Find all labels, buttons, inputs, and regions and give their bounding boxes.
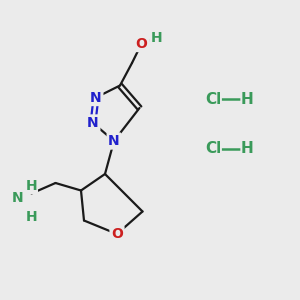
Text: H: H bbox=[26, 179, 37, 194]
Text: H: H bbox=[151, 31, 162, 44]
Text: N: N bbox=[87, 116, 99, 130]
Text: O: O bbox=[136, 37, 148, 50]
Text: Cl: Cl bbox=[205, 92, 221, 106]
Text: O: O bbox=[111, 227, 123, 241]
Text: Cl: Cl bbox=[205, 141, 221, 156]
Text: H: H bbox=[241, 92, 254, 106]
Text: H: H bbox=[241, 141, 254, 156]
Text: N: N bbox=[90, 91, 102, 104]
Text: N: N bbox=[12, 191, 24, 205]
Text: H: H bbox=[26, 210, 37, 224]
Text: N: N bbox=[108, 134, 120, 148]
